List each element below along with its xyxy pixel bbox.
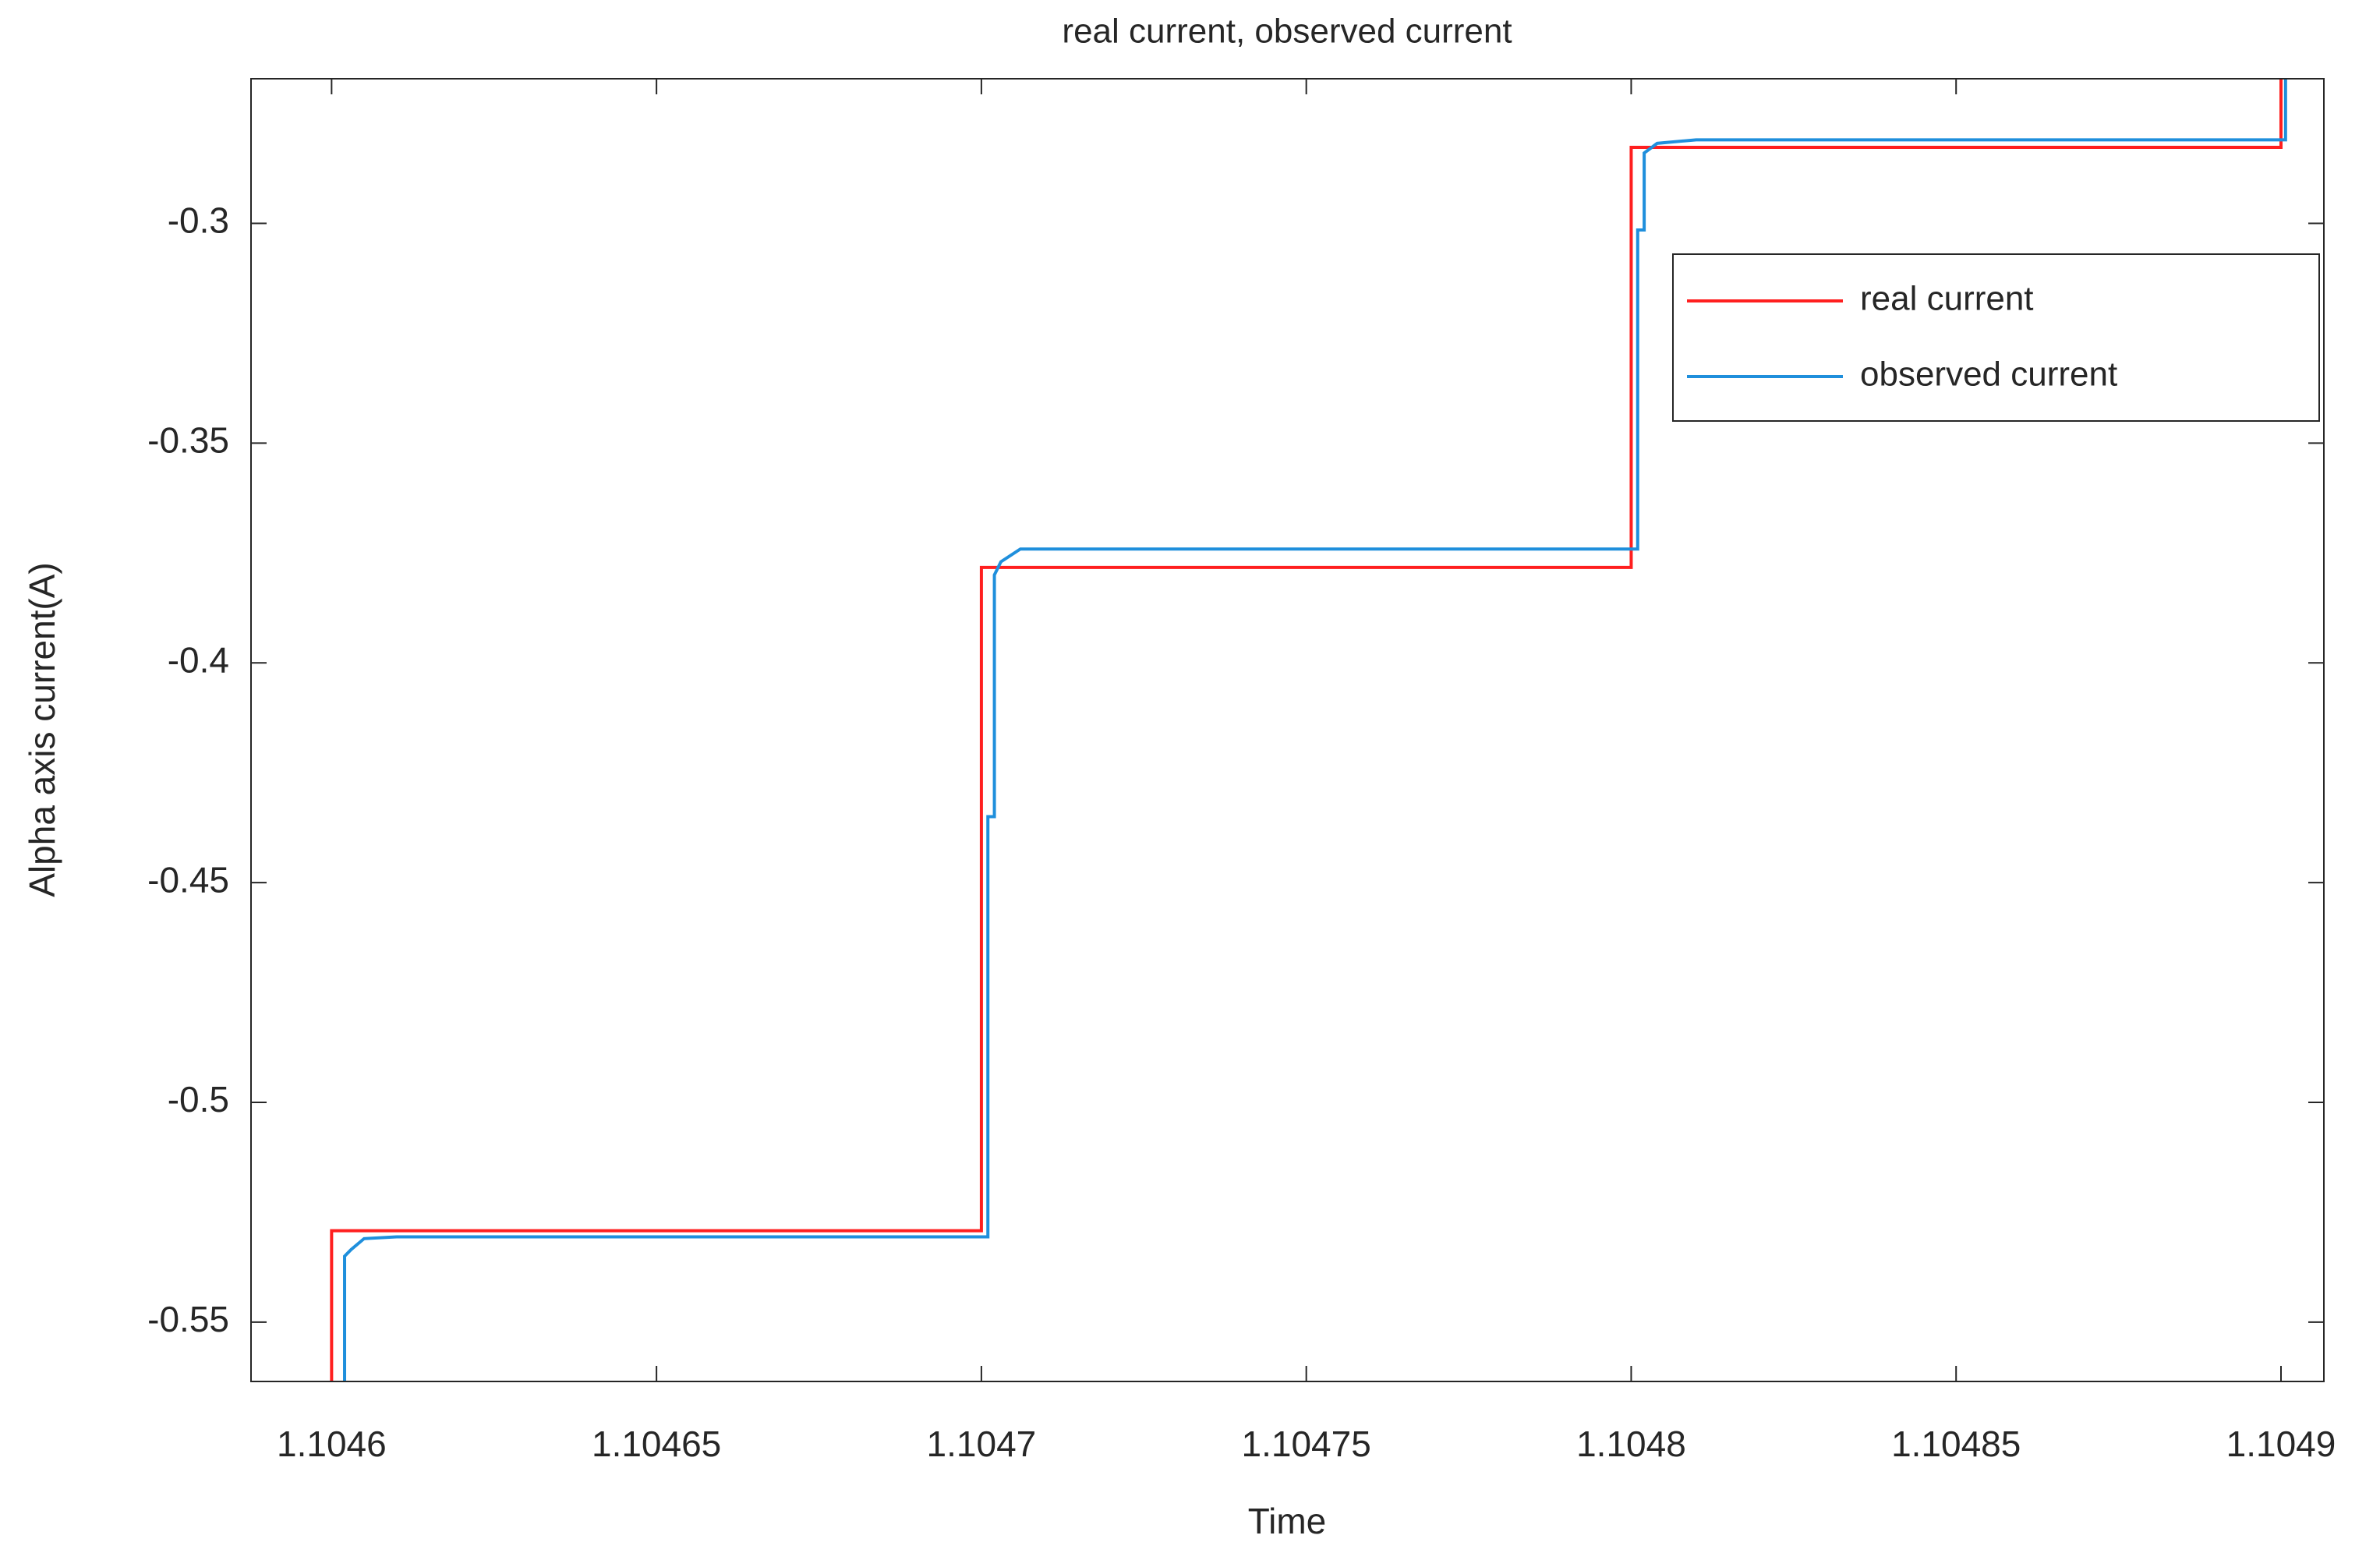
plot-lines <box>330 79 2287 1381</box>
y-tick-label: -0.45 <box>147 859 229 900</box>
series-line <box>343 79 2287 1381</box>
legend-label: observed current <box>1860 356 2117 394</box>
series-line <box>330 79 2283 1381</box>
axes-box <box>250 78 2325 1382</box>
legend-box <box>1672 253 2320 422</box>
y-tick-label: -0.35 <box>147 420 229 461</box>
y-tick-label: -0.4 <box>168 639 229 680</box>
x-tick-label: 1.10485 <box>1891 1424 2021 1464</box>
chart-title: real current, observed current <box>1062 12 1512 51</box>
x-tick-label: 1.1047 <box>927 1424 1037 1464</box>
legend-label: real current <box>1860 280 2034 318</box>
x-tick-label: 1.10465 <box>592 1424 721 1464</box>
y-axis-label: Alpha axis current(A) <box>22 562 62 897</box>
y-tick-label: -0.5 <box>168 1079 229 1120</box>
y-tick-label: -0.55 <box>147 1299 229 1339</box>
x-tick-label: 1.1046 <box>277 1424 387 1464</box>
x-tick-label: 1.1048 <box>1576 1424 1686 1464</box>
x-axis-label: Time <box>1248 1501 1327 1541</box>
y-tick-label: -0.3 <box>168 200 229 241</box>
x-tick-label: 1.1049 <box>2226 1424 2336 1464</box>
x-tick-label: 1.10475 <box>1242 1424 1371 1464</box>
